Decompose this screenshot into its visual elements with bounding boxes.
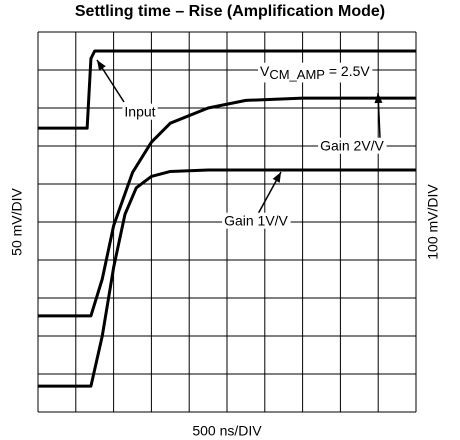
x-axis-label: 500 ns/DIV: [192, 423, 262, 439]
arrow-head: [97, 60, 106, 71]
arrow-head: [272, 172, 281, 183]
grid: [37, 31, 417, 413]
chart-title: Settling time – Rise (Amplification Mode…: [75, 3, 385, 20]
label-background: [318, 137, 387, 154]
annotation-rest: = 2.5V: [325, 63, 370, 79]
series-line: [38, 168, 416, 388]
arrow-head: [374, 93, 383, 104]
annotation: VCM_AMP = 2.5V: [260, 63, 370, 83]
label-background: [222, 212, 291, 229]
series-label: Gain 2V/V: [320, 138, 384, 154]
y2-axis-label: 100 mV/DIV: [425, 184, 441, 260]
series-label: Gain 1V/V: [224, 213, 288, 229]
y-axis-label: 50 mV/DIV: [9, 188, 25, 256]
series-line: [38, 96, 416, 318]
series-label: Input: [124, 104, 155, 120]
label-background: [122, 103, 158, 120]
annotation-sub: CM_AMP: [269, 67, 325, 82]
label-background: [258, 62, 373, 83]
series-line: [38, 49, 416, 130]
annotation-main: V: [260, 63, 270, 79]
